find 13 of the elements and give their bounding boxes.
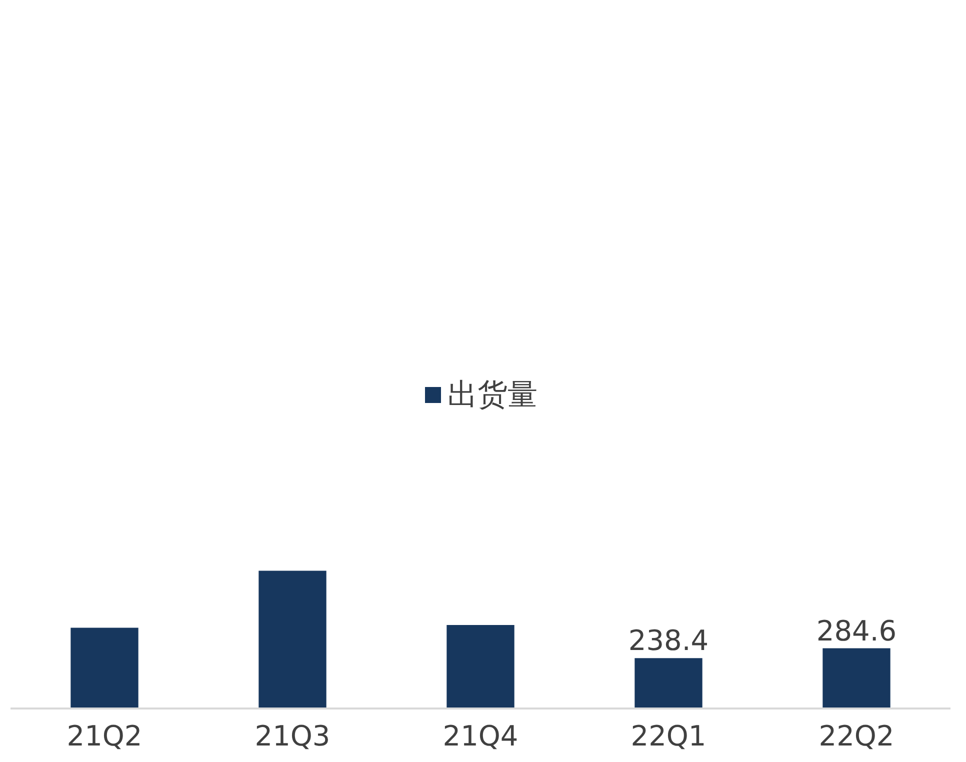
x-tick-label: 21Q2 [66, 720, 142, 752]
legend-label: 出货量 [448, 376, 538, 414]
bar [70, 628, 138, 708]
x-tick-label: 22Q1 [630, 720, 706, 752]
bar [258, 570, 326, 708]
x-tick-label: 21Q4 [442, 720, 518, 752]
bar [634, 658, 702, 708]
bar [446, 624, 514, 708]
x-tick-label: 21Q3 [254, 720, 330, 752]
data-label: 284.6 [816, 614, 897, 648]
bar [822, 648, 890, 708]
data-label: 238.4 [628, 624, 709, 658]
x-tick-label: 22Q2 [818, 720, 894, 752]
